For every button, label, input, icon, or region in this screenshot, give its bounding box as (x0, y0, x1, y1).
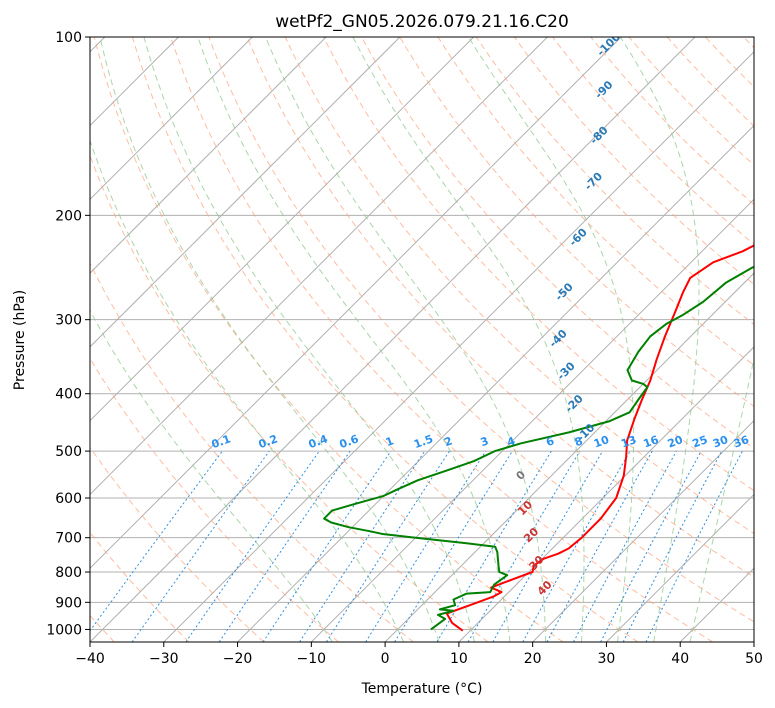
mixing-ratio-label: 1.5 (412, 432, 435, 451)
mixing-ratio-label: 30 (711, 433, 730, 451)
moist-adiabat-line (143, 37, 475, 642)
dry-adiabat-line (361, 37, 754, 449)
plot-area (90, 37, 754, 642)
mixing-ratio-line (365, 450, 487, 642)
moist-adiabat-line (99, 37, 440, 642)
dry-adiabat-line (208, 37, 754, 623)
mixing-ratio-label: 0.6 (338, 432, 361, 451)
dry-adiabat-line (284, 37, 754, 535)
isotherm-line (384, 272, 754, 642)
dewpoint-profile-line (323, 265, 754, 631)
isotherm-line (90, 37, 401, 348)
temperature-profile-line (445, 244, 754, 632)
x-tick-label: −30 (149, 651, 179, 667)
mixing-ratio-line (467, 450, 581, 642)
y-tick-label: 1000 (46, 622, 82, 638)
isotherm-line (90, 37, 253, 201)
moist-adiabat-line (90, 139, 405, 642)
mixing-ratio-label: 1 (384, 434, 396, 449)
isotherm-line (163, 51, 754, 642)
y-tick-label: 100 (55, 30, 82, 46)
chart-title: wetPf2_GN05.2026.079.21.16.C20 (275, 12, 569, 32)
isotherm-line (90, 37, 327, 274)
mixing-ratio-line (325, 450, 450, 642)
x-axis: −40 −30 −20 −10 0 10 20 30 40 50 (75, 642, 763, 667)
y-tick-label: 300 (55, 313, 82, 329)
x-tick-label: 20 (524, 651, 542, 667)
mixing-ratio-line (218, 450, 351, 642)
isotherm-line (237, 124, 754, 642)
isotherm-line (90, 37, 696, 642)
dry-adiabat-line (552, 37, 754, 245)
y-tick-label: 800 (55, 565, 82, 581)
x-tick-label: 40 (671, 651, 689, 667)
dry-adiabat-line (90, 262, 414, 642)
y-tick-label: 900 (55, 595, 82, 611)
y-tick-label: 500 (55, 444, 82, 460)
x-tick-label: −10 (297, 651, 327, 667)
dry-adiabat-line (170, 37, 713, 642)
mixing-ratio-line (622, 450, 723, 642)
mixing-ratio-line (299, 450, 426, 642)
mixing-ratio-line (645, 450, 743, 642)
x-tick-label: 0 (381, 651, 390, 667)
moist-adiabat-line (197, 37, 511, 642)
mixing-ratio-line (394, 450, 513, 642)
dry-adiabat-line (132, 37, 639, 642)
y-tick-label: 200 (55, 208, 82, 224)
mixing-ratio-line (131, 450, 270, 642)
dry-adiabat-line (399, 37, 754, 408)
isotherm-line (458, 346, 754, 642)
mixing-ratio-label: 10 (592, 433, 611, 451)
x-tick-label: 30 (598, 651, 616, 667)
moist-adiabat-line (352, 37, 585, 642)
x-tick-label: 50 (745, 651, 763, 667)
moist-adiabat-line (90, 309, 333, 642)
mixing-ratio-label: 8 (573, 434, 585, 449)
dry-adiabat-line (437, 37, 754, 366)
dry-adiabat-line (323, 37, 754, 492)
mixing-ratio-label: 0.1 (210, 432, 233, 451)
isotherm-line (90, 37, 548, 496)
mixing-ratio-line (573, 450, 677, 642)
x-tick-label: −20 (223, 651, 253, 667)
moist-adiabat-line (689, 356, 754, 642)
isotherm-line (90, 37, 475, 422)
mixing-ratio-label: 16 (642, 433, 661, 451)
x-axis-label: Temperature (°C) (361, 681, 483, 697)
mixing-ratio-label: 3 (479, 434, 491, 449)
mixing-ratio-label: 2 (442, 434, 454, 449)
isotherm-line (532, 419, 754, 642)
moist-adiabat-line (265, 37, 547, 642)
dry-adiabat-line (246, 37, 754, 578)
mixing-ratio-label: 4 (505, 434, 517, 449)
x-tick-label: 10 (450, 651, 468, 667)
mixing-ratio-line (262, 450, 392, 642)
y-tick-label: 400 (55, 387, 82, 403)
mixing-ratio-label: 20 (666, 433, 685, 451)
y-axis-label: Pressure (hPa) (12, 290, 28, 390)
isotherm-line (606, 493, 754, 642)
plot-frame (89, 36, 755, 643)
moist-adiabat-line (619, 37, 700, 642)
x-tick-label: −40 (75, 651, 105, 667)
mixing-ratio-label: 0.4 (307, 432, 330, 451)
dry-adiabat-line (93, 37, 564, 642)
mixing-ratio-label: 6 (544, 434, 556, 449)
y-tick-label: 700 (55, 531, 82, 547)
dry-adiabat-line (628, 37, 754, 166)
mixing-ratio-label: 36 (732, 433, 751, 451)
mixing-ratio-label: 0.2 (257, 432, 280, 451)
y-tick-label: 600 (55, 491, 82, 507)
dry-adiabat-line (513, 37, 754, 285)
mixing-ratio-label: 13 (619, 433, 638, 450)
dry-adiabat-line (90, 446, 265, 642)
mixing-ratio-label: 25 (691, 433, 710, 450)
y-axis: 100 200 300 400 500 600 700 800 900 1000 (46, 30, 90, 638)
mixing-ratio-line (185, 450, 320, 642)
mixing-ratio-line (546, 450, 653, 642)
isotherm-line (90, 37, 622, 569)
